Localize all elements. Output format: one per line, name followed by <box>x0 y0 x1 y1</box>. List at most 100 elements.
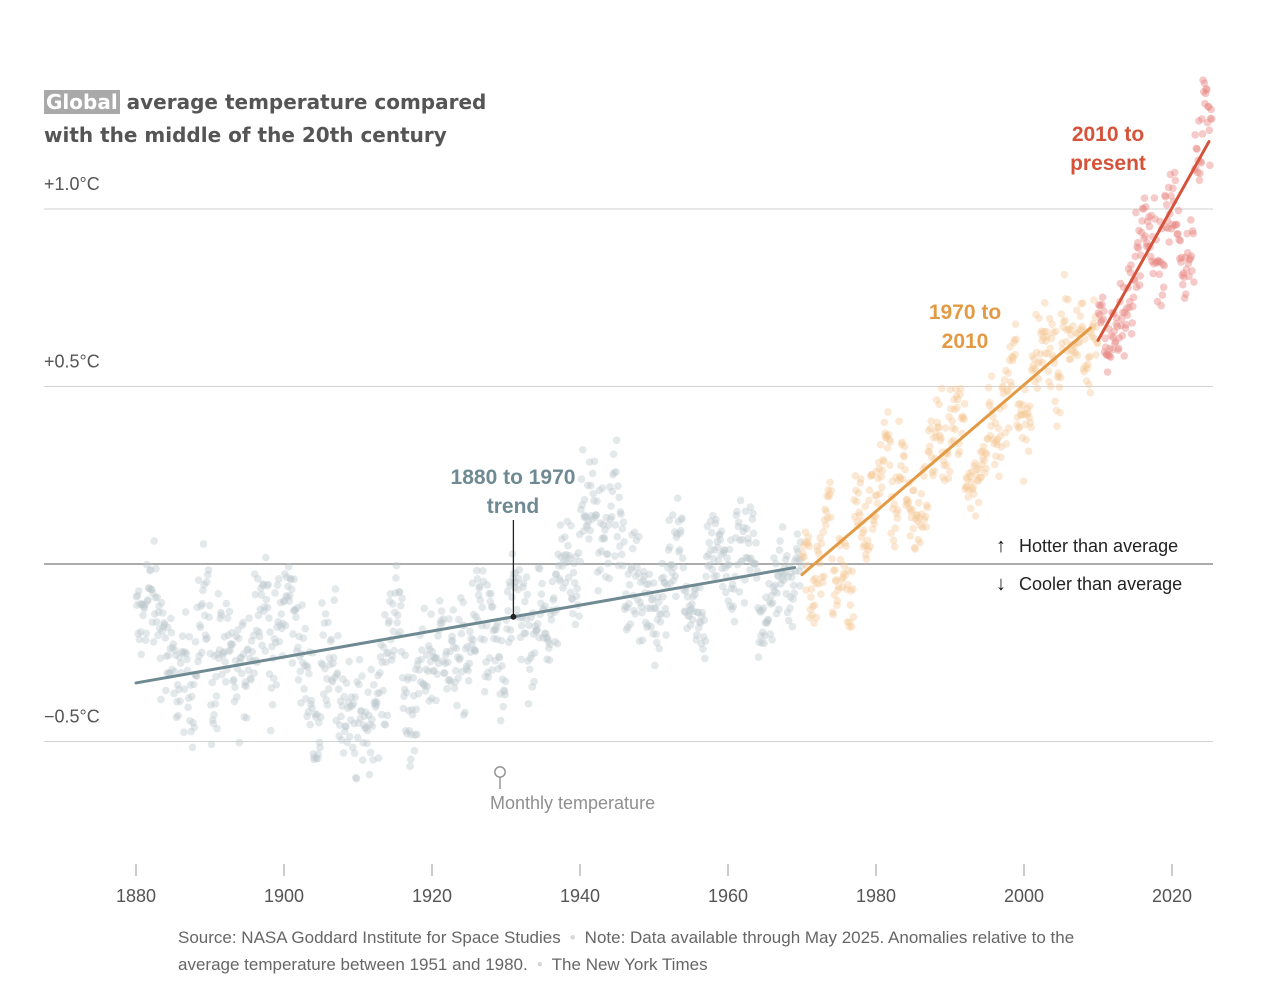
monthly-dot <box>910 543 919 552</box>
monthly-dot <box>656 610 664 618</box>
monthly-dot <box>1104 351 1112 359</box>
monthly-dot <box>828 608 837 617</box>
monthly-dot <box>620 605 629 614</box>
monthly-dot <box>187 727 195 736</box>
monthly-dot <box>610 468 619 477</box>
monthly-dot <box>132 592 141 601</box>
monthly-dot <box>210 652 219 660</box>
monthly-dot <box>529 630 538 638</box>
monthly-dot <box>872 467 881 476</box>
monthly-dot <box>878 466 887 475</box>
monthly-dot <box>1065 355 1074 363</box>
monthly-dot <box>742 553 750 562</box>
monthly-dot <box>926 424 935 433</box>
monthly-dot <box>484 668 492 677</box>
monthly-dot <box>467 634 475 643</box>
monthly-dot <box>968 485 977 494</box>
monthly-dot <box>1015 423 1024 431</box>
monthly-dot <box>774 572 783 580</box>
monthly-dot <box>784 573 792 581</box>
monthly-dot <box>880 418 889 427</box>
monthly-dot <box>887 529 895 538</box>
monthly-dot <box>633 564 641 572</box>
monthly-dot <box>933 418 942 427</box>
monthly-dot <box>1179 269 1188 278</box>
monthly-dot <box>483 581 491 589</box>
monthly-dot <box>1085 380 1093 389</box>
monthly-dot <box>827 486 836 495</box>
monthly-dot <box>1132 208 1140 217</box>
monthly-dot <box>1002 440 1011 448</box>
monthly-dot <box>1143 217 1152 226</box>
monthly-dot <box>1012 335 1021 344</box>
monthly-dot <box>871 492 879 500</box>
series-label-1970-2010: 1970 to <box>929 301 1001 324</box>
monthly-dot <box>638 636 647 645</box>
monthly-dot <box>1005 356 1014 364</box>
monthly-dot <box>365 770 374 779</box>
monthly-dot <box>814 580 823 588</box>
monthly-dot <box>918 523 927 532</box>
monthly-dot <box>1037 329 1045 338</box>
monthly-dot <box>512 605 521 614</box>
monthly-dot <box>1114 346 1122 354</box>
monthly-dot <box>593 497 601 506</box>
monthly-dot <box>492 626 500 634</box>
monthly-dot <box>307 700 315 709</box>
monthly-dot <box>842 542 850 551</box>
monthly-dot <box>442 647 451 656</box>
monthly-dot <box>897 440 906 449</box>
monthly-dot <box>673 530 681 538</box>
monthly-dot <box>332 670 341 679</box>
monthly-dot <box>1002 366 1010 375</box>
monthly-dot <box>213 724 221 733</box>
monthly-dot <box>408 705 416 714</box>
monthly-dot <box>763 618 771 627</box>
monthly-dot <box>1153 258 1161 267</box>
monthly-dot <box>701 654 709 663</box>
monthly-dot <box>1162 200 1171 209</box>
monthly-dot <box>1072 306 1081 314</box>
monthly-dot <box>522 573 531 581</box>
monthly-dot <box>766 630 775 638</box>
monthly-dot <box>1127 261 1135 269</box>
monthly-dot <box>997 442 1006 451</box>
monthly-dot <box>1114 344 1123 353</box>
monthly-dot <box>439 615 448 623</box>
monthly-dot <box>992 437 1001 446</box>
monthly-dot <box>649 579 658 587</box>
monthly-dot <box>687 605 696 613</box>
monthly-dot <box>273 623 281 631</box>
monthly-dot <box>364 688 372 697</box>
monthly-dot <box>982 464 990 473</box>
monthly-dot <box>826 478 834 487</box>
monthly-dot <box>330 596 339 604</box>
monthly-dot <box>942 461 951 469</box>
monthly-dot <box>1185 255 1194 264</box>
monthly-dot <box>614 482 622 490</box>
monthly-dot <box>806 605 815 614</box>
monthly-dot <box>503 587 512 596</box>
monthly-dot <box>337 712 345 721</box>
monthly-dot <box>191 638 200 646</box>
monthly-dot <box>1171 176 1180 185</box>
monthly-dot <box>787 568 796 577</box>
monthly-dot <box>300 662 309 670</box>
monthly-dot <box>792 554 800 563</box>
monthly-dot <box>952 385 960 394</box>
monthly-dot <box>237 669 246 678</box>
monthly-dot <box>471 646 479 655</box>
footer-note: Note: Data available through May 2025. A… <box>178 928 1075 974</box>
monthly-dot <box>832 576 841 584</box>
monthly-dot <box>743 554 752 562</box>
monthly-dot <box>689 592 697 601</box>
monthly-dot <box>565 551 574 560</box>
monthly-dot <box>1039 333 1048 342</box>
monthly-dot <box>892 473 900 482</box>
monthly-dot <box>860 540 869 549</box>
monthly-dot <box>265 614 273 622</box>
monthly-dot <box>530 649 539 657</box>
monthly-dot <box>795 567 804 575</box>
monthly-dot <box>770 554 778 562</box>
monthly-dot <box>1103 368 1112 376</box>
